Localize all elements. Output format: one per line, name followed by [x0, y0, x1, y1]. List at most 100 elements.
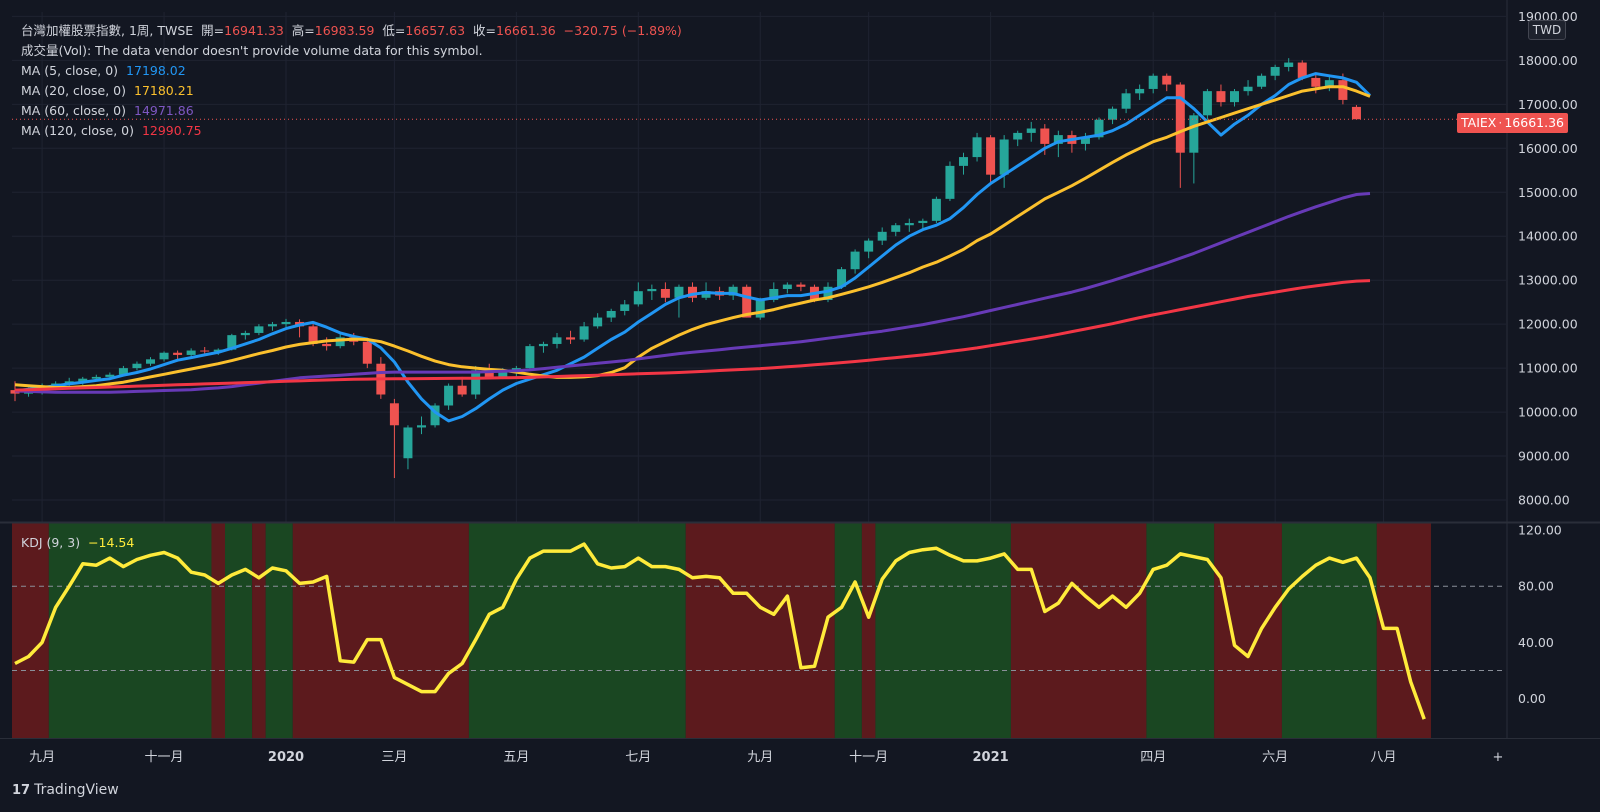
candle [146, 359, 155, 364]
footer-panel [0, 770, 1600, 812]
open-value: 16941.33 [224, 23, 284, 38]
ma-line [14, 85, 1371, 389]
candle [688, 286, 697, 298]
candle [674, 286, 684, 298]
candle [267, 324, 277, 327]
price-tick-label: 17000.00 [1518, 97, 1578, 112]
candle [1216, 91, 1226, 103]
candle [254, 326, 264, 333]
candle [308, 326, 318, 344]
candle [620, 304, 630, 311]
candle [1297, 62, 1307, 78]
candle [525, 346, 535, 369]
candle [1351, 106, 1361, 120]
overbought-zone [1281, 523, 1377, 738]
candle [945, 165, 955, 199]
price-tick-label: 15000.00 [1518, 185, 1578, 200]
candle [240, 332, 250, 336]
candle [1338, 80, 1348, 100]
oversold-zone [861, 523, 876, 738]
change-value: −320.75 (−1.89%) [563, 23, 682, 38]
oversold-zone [685, 523, 835, 738]
candle [972, 137, 982, 158]
kdj-axis-ticks: 0.00 40.00 80.00 120.00 [1518, 523, 1562, 707]
time-tick-label: 四月 [1140, 750, 1166, 765]
overbought-zone [225, 523, 253, 738]
candle [606, 310, 616, 318]
price-tick-label: 11000.00 [1518, 361, 1578, 376]
candle [118, 368, 128, 375]
kdj-tick-label: 80.00 [1518, 579, 1554, 594]
candle [1243, 86, 1253, 92]
time-tick-label: 八月 [1371, 750, 1397, 765]
candle [931, 198, 941, 221]
candle [1284, 62, 1294, 67]
time-axis-ticks: 九月 十一月 2020 三月 五月 七月 九月 十一月 2021 四月 六月 八月 + [29, 750, 1503, 765]
candle [660, 288, 670, 298]
candle [1311, 77, 1321, 87]
currency-badge[interactable]: TWD [1528, 20, 1566, 40]
candle [227, 335, 237, 350]
candle [891, 225, 901, 232]
ma5-legend[interactable]: MA (5, close, 0) 17198.02 [21, 63, 190, 79]
ma20-label: MA (20, close, 0) [21, 83, 127, 98]
kdj-label: KDJ (9, 3) [21, 535, 81, 550]
price-tick-label: 13000.00 [1518, 273, 1578, 288]
overbought-zone [834, 523, 862, 738]
time-axis-plus-icon[interactable]: + [1493, 750, 1504, 765]
candle [1148, 75, 1158, 89]
candle [322, 343, 332, 347]
candle [1026, 128, 1036, 133]
tradingview-logo-icon: 17 [12, 782, 31, 798]
candle [335, 337, 345, 347]
candle [904, 223, 914, 226]
price-tick-label: 14000.00 [1518, 229, 1578, 244]
candle [403, 427, 413, 459]
candle [593, 317, 603, 327]
candle [918, 220, 928, 224]
candle [633, 291, 643, 305]
ma120-value: 12990.75 [141, 123, 202, 138]
kdj-tick-label: 40.00 [1518, 635, 1554, 650]
price-tick-label: 18000.00 [1518, 53, 1578, 68]
ma60-label: MA (60, close, 0) [21, 103, 127, 118]
ma60-legend[interactable]: MA (60, close, 0) 14971.86 [21, 103, 198, 119]
ma20-legend[interactable]: MA (20, close, 0) 17180.21 [21, 83, 198, 99]
candle [91, 376, 101, 379]
low-label: 低= [382, 23, 406, 38]
ma120-label: MA (120, close, 0) [21, 123, 134, 138]
kdj-tick-label: 0.00 [1518, 691, 1546, 706]
kdj-legend[interactable]: KDJ (9, 3) −14.54 [21, 535, 138, 551]
last-price-badge: TAIEX · 16661.36 [1457, 113, 1569, 133]
candle [1324, 80, 1334, 87]
candle [538, 343, 548, 347]
candle [552, 337, 562, 344]
candle [78, 378, 88, 382]
high-value: 16983.59 [314, 23, 375, 38]
time-tick-label: 七月 [625, 750, 651, 765]
price-tick-label: 9000.00 [1518, 449, 1570, 464]
time-tick-label: 十一月 [849, 750, 888, 765]
close-value: 16661.36 [496, 23, 556, 38]
oversold-zone [292, 523, 469, 738]
candle [647, 288, 657, 292]
symbol-legend: 台灣加權股票指數, 1周, TWSE 開=16941.33 高=16983.59… [21, 23, 686, 39]
kdj-tick-label: 120.00 [1518, 523, 1562, 538]
time-tick-label: 五月 [503, 750, 529, 765]
moving-averages [12, 72, 1506, 423]
candle [1189, 115, 1199, 153]
overbought-zone [875, 523, 1011, 738]
candle [864, 240, 874, 252]
price-badge-separator: · [1498, 115, 1503, 130]
candle [362, 341, 372, 364]
overbought-zone [48, 523, 212, 738]
symbol-title[interactable]: 台灣加權股票指數, 1周, TWSE [21, 23, 194, 38]
candle [986, 137, 996, 175]
time-tick-label: 九月 [29, 750, 55, 765]
tradingview-brand[interactable]: 17 TradingView [12, 782, 119, 798]
ma120-legend[interactable]: MA (120, close, 0) 12990.75 [21, 123, 206, 139]
candle [837, 269, 847, 287]
oversold-zone [211, 523, 226, 738]
candle [457, 385, 467, 395]
